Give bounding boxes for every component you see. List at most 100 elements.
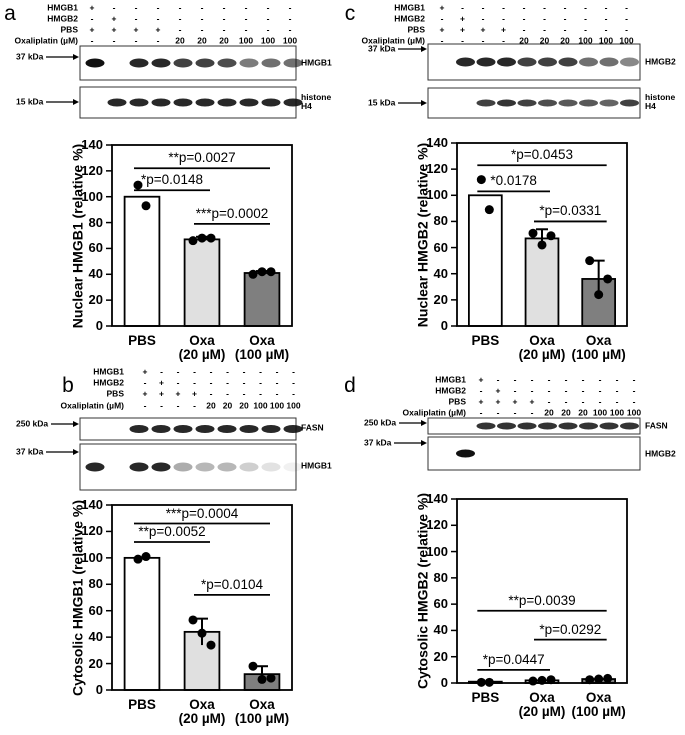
x-tick-label: Oxa (20 µM) (178, 333, 226, 363)
lane-label: 20 (219, 35, 229, 46)
blot-band (195, 462, 215, 472)
blot-band (239, 58, 259, 68)
lane-label: - (259, 388, 262, 399)
p-value: *p=0.0104 (201, 576, 263, 592)
lane-label: - (259, 366, 262, 377)
membrane-label: HMGB1 (301, 460, 332, 471)
lane-label: - (481, 2, 485, 13)
blot-band (217, 425, 237, 433)
lane-label: - (481, 35, 485, 46)
marker-arrowhead (421, 46, 427, 52)
lane-label: - (143, 400, 147, 411)
lane-label: - (160, 400, 163, 411)
marker-arrowhead (421, 420, 427, 426)
x-tick-label: PBS (128, 697, 156, 712)
y-tick-label: 20 (88, 655, 103, 671)
lane-label: - (244, 2, 248, 13)
lane-label: - (209, 377, 213, 388)
lane-label: - (632, 396, 636, 407)
lane-label: - (502, 2, 505, 13)
blot-band (217, 58, 237, 68)
y-tick-label: 0 (95, 318, 103, 334)
blot-band (558, 99, 578, 107)
y-tick-label: 120 (426, 161, 448, 177)
lane-label: + (512, 396, 518, 407)
lane-label: 100 (282, 35, 298, 46)
lane-label: - (496, 374, 500, 385)
lane-label: + (478, 374, 484, 385)
lane-label: - (178, 13, 182, 24)
lane-label: - (530, 407, 534, 418)
data-point (188, 236, 198, 246)
blot-band (195, 58, 215, 68)
blot-band (239, 98, 259, 107)
blot-band (620, 57, 639, 67)
lane-label: - (502, 35, 505, 46)
lane-label: - (479, 385, 483, 396)
lane-label: + (460, 13, 465, 24)
y-tick-label: 140 (81, 137, 103, 153)
membrane-label: HMGB2 (645, 56, 676, 67)
data-point (188, 615, 198, 625)
lane-label: + (159, 377, 164, 388)
lane-label: - (193, 366, 196, 377)
data-point (585, 675, 595, 685)
p-value: ***p=0.0004 (165, 505, 239, 521)
lane-label: - (564, 385, 568, 396)
lane-label: - (134, 13, 138, 24)
x-tick-label: Oxa (20 µM) (518, 690, 566, 720)
blot-band (456, 57, 475, 67)
lane-label: + (175, 388, 181, 399)
bar (183, 238, 221, 327)
y-tick-label: 60 (88, 240, 103, 256)
y-tick-label: 140 (81, 497, 103, 513)
lane-label: - (178, 24, 182, 35)
membrane-label: histone H4 (301, 92, 332, 111)
lane-label: 100 (269, 400, 285, 411)
x-tick-label: PBS (471, 690, 500, 705)
blot-band (129, 425, 149, 433)
data-point (546, 675, 556, 685)
blot-band (456, 449, 475, 458)
p-value: *p=0.0447 (482, 651, 545, 667)
lane-label: 100 (609, 407, 625, 418)
lane-row-name: Oxaliplatin (µM) (14, 35, 78, 46)
data-point (266, 673, 276, 683)
lane-row-name: HMGB1 (435, 374, 466, 385)
lane-label: - (530, 374, 534, 385)
lane-label: 100 (238, 35, 254, 46)
blot-band (538, 99, 557, 107)
membrane-label: FASN (645, 420, 668, 431)
x-tick-label: Oxa (100 µM) (234, 333, 290, 363)
lane-row-name: PBS (407, 24, 425, 35)
lane-label: + (159, 388, 164, 399)
lane-label: - (547, 374, 551, 385)
lane-label: - (178, 2, 182, 13)
lane-label: - (90, 35, 94, 46)
lane-label: - (563, 2, 567, 13)
lane-label: - (598, 385, 602, 396)
plot-frame (456, 498, 628, 684)
x-tick-label: Oxa (100 µM) (571, 690, 626, 720)
blot-band (195, 98, 215, 107)
y-tick-label: 60 (433, 239, 448, 255)
blot-band (517, 422, 537, 430)
lane-label: - (275, 377, 279, 388)
lane-label: 100 (286, 400, 301, 411)
blot-membrane (79, 443, 297, 491)
lane-label: - (522, 24, 526, 35)
lane-label: 100 (592, 407, 608, 418)
lane-label: - (288, 13, 292, 24)
lane-label: 100 (626, 407, 642, 418)
lane-label: - (112, 35, 116, 46)
lane-label: 100 (598, 35, 614, 46)
blot-band (107, 98, 127, 107)
lane-label: + (501, 24, 506, 35)
blot-band (129, 98, 149, 107)
y-tick-label: 140 (426, 491, 448, 507)
blot-band (173, 462, 193, 472)
blot-band (579, 99, 598, 107)
marker-arrowhead (73, 421, 79, 427)
lane-label: - (496, 407, 500, 418)
